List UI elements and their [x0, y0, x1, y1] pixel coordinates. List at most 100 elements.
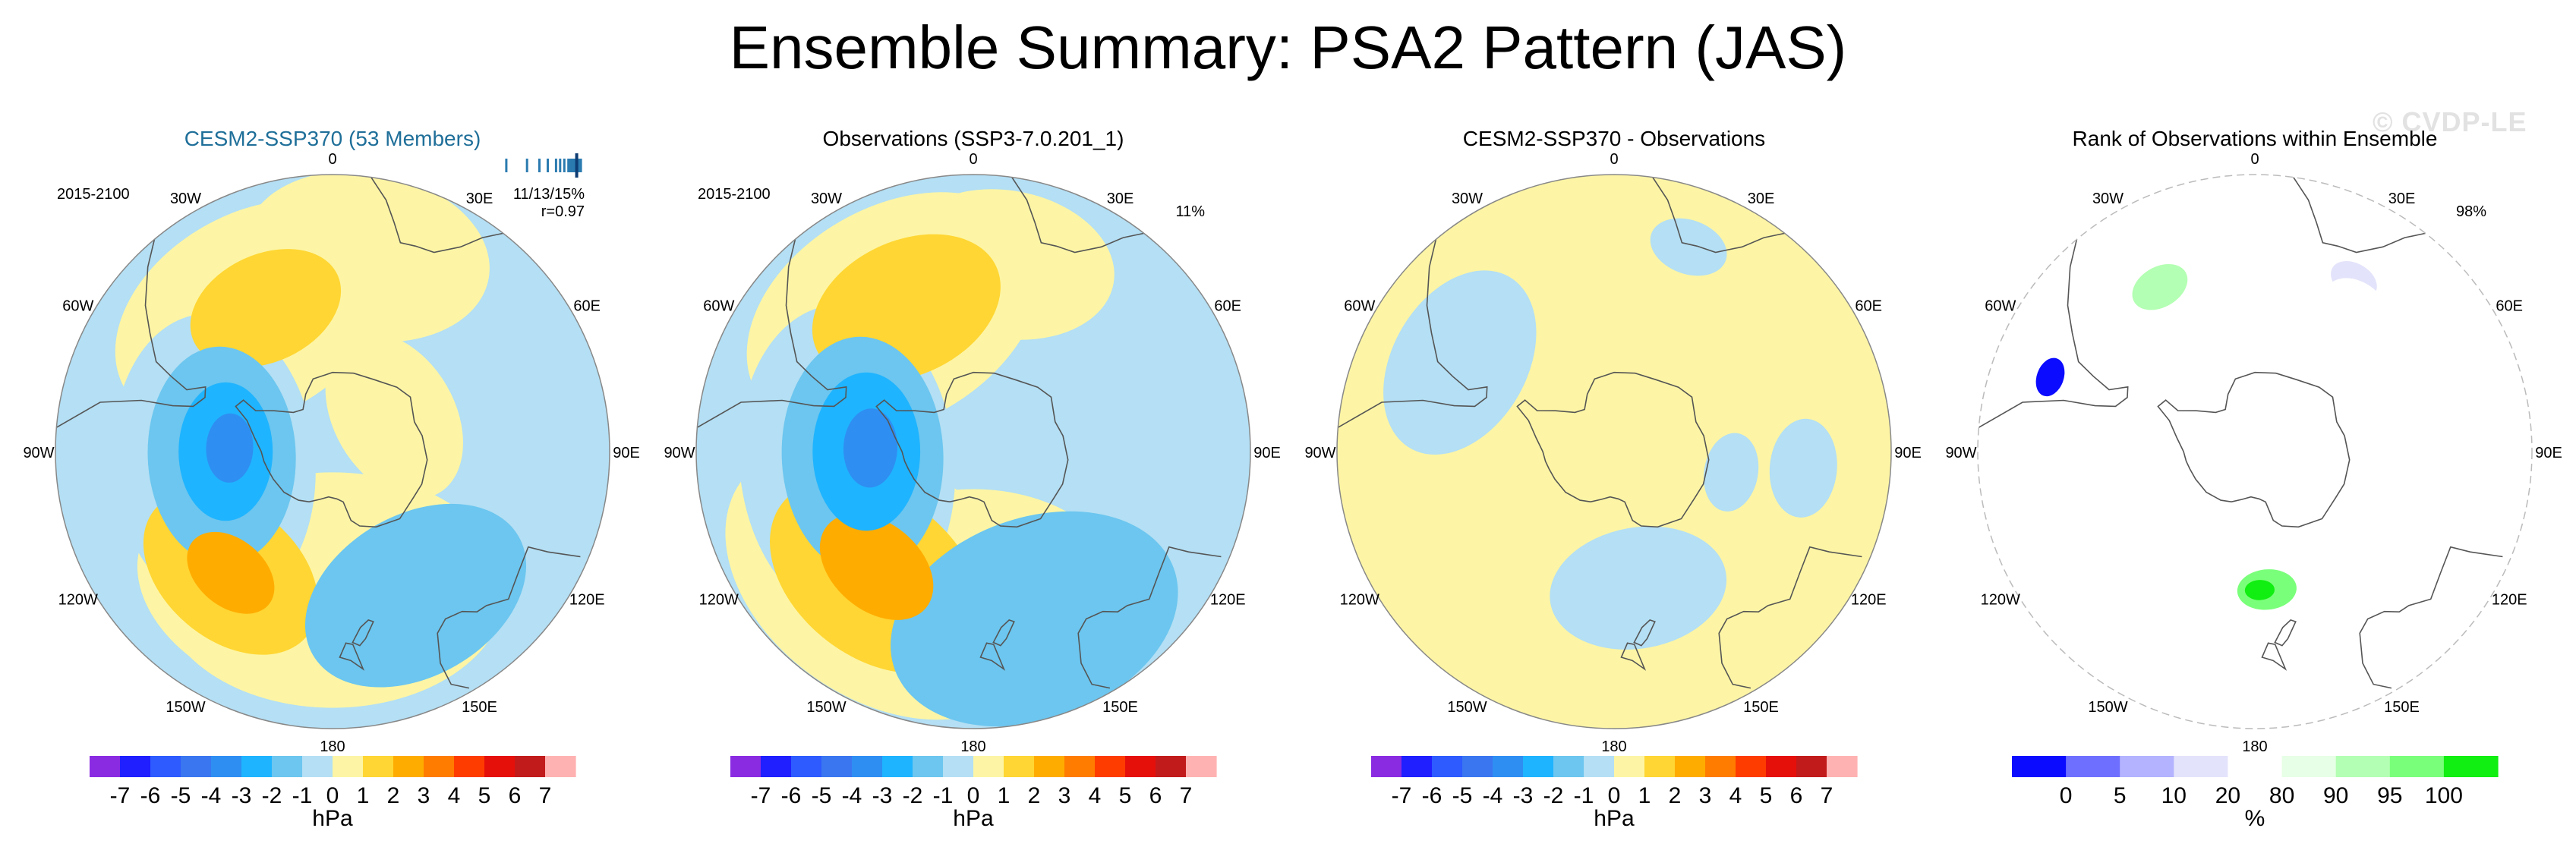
colorbar-tick-label: -4: [1483, 783, 1503, 808]
colorbar-tick-label: 20: [2215, 783, 2240, 808]
contour-low-rank: [2325, 278, 2388, 334]
colorbar-bin: [1736, 756, 1767, 777]
lon-label: 180: [320, 738, 345, 755]
contour-negative: [1383, 270, 1537, 455]
lon-label: 120W: [1981, 592, 2020, 609]
lon-label: 60E: [1214, 298, 1241, 315]
map-panel-1: 0 30E 60E 90E 120E 150E 180 150W 120W 90W 60W 30W CE…: [23, 127, 639, 831]
map-background: [1978, 175, 2532, 729]
colorbar-tick-label: -3: [232, 783, 252, 808]
coastline-antarctica: [2157, 371, 2351, 528]
correlation-label: r=0.97: [541, 203, 585, 220]
colorbar-bin: [1034, 756, 1065, 777]
colorbar-tick-label: 6: [509, 783, 522, 808]
map-field: [696, 175, 1250, 729]
lon-label: 30W: [1452, 190, 1483, 207]
contour-negative: [1650, 218, 1727, 276]
contour-negative: [891, 511, 1178, 727]
lon-label: 90W: [1945, 445, 1976, 461]
coastline-antarctica: [1516, 371, 1710, 528]
colorbar-bin: [1462, 756, 1493, 777]
contour-negative: [1703, 433, 1759, 512]
lon-label: 90E: [1894, 445, 1922, 461]
colorbar: -7 -6 -5 -4 -3 -2 -1 0 1 2 3 4 5 6 7 hPa: [1371, 756, 1858, 831]
colorbar-bin: [852, 756, 883, 777]
lon-label: 30W: [811, 190, 842, 207]
colorbar-tick-label: 3: [1699, 783, 1712, 808]
figure-title: Ensemble Summary: PSA2 Pattern (JAS): [729, 14, 1847, 81]
colorbar-tick-label: -7: [1392, 783, 1412, 808]
colorbar-tick-label: 7: [1821, 783, 1833, 808]
colorbar-tick-label: -6: [781, 783, 802, 808]
lon-label: 30E: [466, 190, 493, 207]
coastline-south-america: [56, 239, 207, 428]
colorbar-bin: [973, 756, 1004, 777]
colorbar-tick-label: 4: [1729, 783, 1742, 808]
lon-label: 120W: [58, 592, 98, 609]
colorbar-tick-label: -4: [201, 783, 222, 808]
lon-label: 90W: [664, 445, 695, 461]
colorbar-bin: [2335, 756, 2391, 777]
colorbar-bin: [791, 756, 822, 777]
colorbar-tick-label: 2: [387, 783, 400, 808]
colorbar-bin: [515, 756, 546, 777]
contour-high-rank: [2132, 263, 2188, 310]
coastline-africa: [1011, 177, 1144, 253]
lon-label: 90W: [1304, 445, 1335, 461]
map-field: [1337, 175, 1891, 729]
colorbar-tick-label: -6: [1422, 783, 1442, 808]
contour-low-rank: [2035, 357, 2065, 397]
colorbar-bin: [363, 756, 394, 777]
colorbar-unit: hPa: [1594, 806, 1635, 831]
colorbar-bin: [2120, 756, 2174, 777]
colorbar-tick-label: 6: [1149, 783, 1162, 808]
colorbar-bin: [2389, 756, 2445, 777]
map-panel-2: 0 30E 60E 90E 120E 150E 180 150W 120W 90W 60W 30W Ob…: [664, 127, 1280, 831]
map-frame: [695, 174, 1251, 729]
map-frame: [1977, 174, 2533, 729]
coastline-new-zealand: [979, 642, 1006, 671]
colorbar-tick-label: 4: [1089, 783, 1102, 808]
colorbar-tick-label: -7: [751, 783, 771, 808]
lon-label: 60W: [1985, 298, 2016, 315]
lon-label: 120W: [1340, 592, 1379, 609]
colorbar-bin: [1371, 756, 1402, 777]
colorbar-bin: [2174, 756, 2228, 777]
colorbar-tick-label: 10: [2161, 783, 2187, 808]
contour-negative: [1769, 418, 1837, 518]
colorbar-bin: [943, 756, 974, 777]
colorbar-bin: [333, 756, 364, 777]
lon-label: 60E: [573, 298, 601, 315]
panel-title: CESM2-SSP370 - Observations: [1463, 127, 1765, 150]
colorbar-bin: [1553, 756, 1584, 777]
map-frame: [1336, 174, 1892, 729]
colorbar-tick-label: -7: [110, 783, 131, 808]
contour-negative: [206, 413, 254, 483]
lon-label: 60W: [1344, 298, 1375, 315]
lon-label: 0: [2250, 151, 2259, 168]
lon-label: 60W: [62, 298, 93, 315]
map-panel-3: 0 30E 60E 90E 120E 150E 180 150W 120W 90W 60W 30W CE…: [1304, 127, 1921, 831]
colorbar-bin: [1064, 756, 1096, 777]
coastline-antarctica: [875, 371, 1069, 528]
colorbar-bin: [181, 756, 212, 777]
colorbar-tick-label: -2: [903, 783, 923, 808]
coastline-australia: [437, 546, 581, 689]
coastline-new-zealand: [1620, 642, 1647, 671]
colorbar-bin: [1125, 756, 1156, 777]
colorbar-bin: [1827, 756, 1858, 777]
contour-negative: [304, 503, 527, 688]
lon-label: 30E: [1748, 190, 1775, 207]
colorbar-bin: [1432, 756, 1463, 777]
map-frame: [55, 174, 610, 729]
lon-label: 0: [1610, 151, 1618, 168]
colorbar-bin: [913, 756, 944, 777]
contour-low-rank: [2136, 421, 2177, 482]
colorbar-bin: [272, 756, 303, 777]
colorbar-bin: [2281, 756, 2337, 777]
colorbar-tick-label: -2: [1543, 783, 1564, 808]
colorbar: 0 5 10 20 80 90 95 100%: [2012, 756, 2499, 831]
colorbar-tick-label: 3: [418, 783, 430, 808]
coastline-australia: [1718, 546, 1862, 689]
colorbar: -7 -6 -5 -4 -3 -2 -1 0 1 2 3 4 5 6 7 hPa: [730, 756, 1217, 831]
